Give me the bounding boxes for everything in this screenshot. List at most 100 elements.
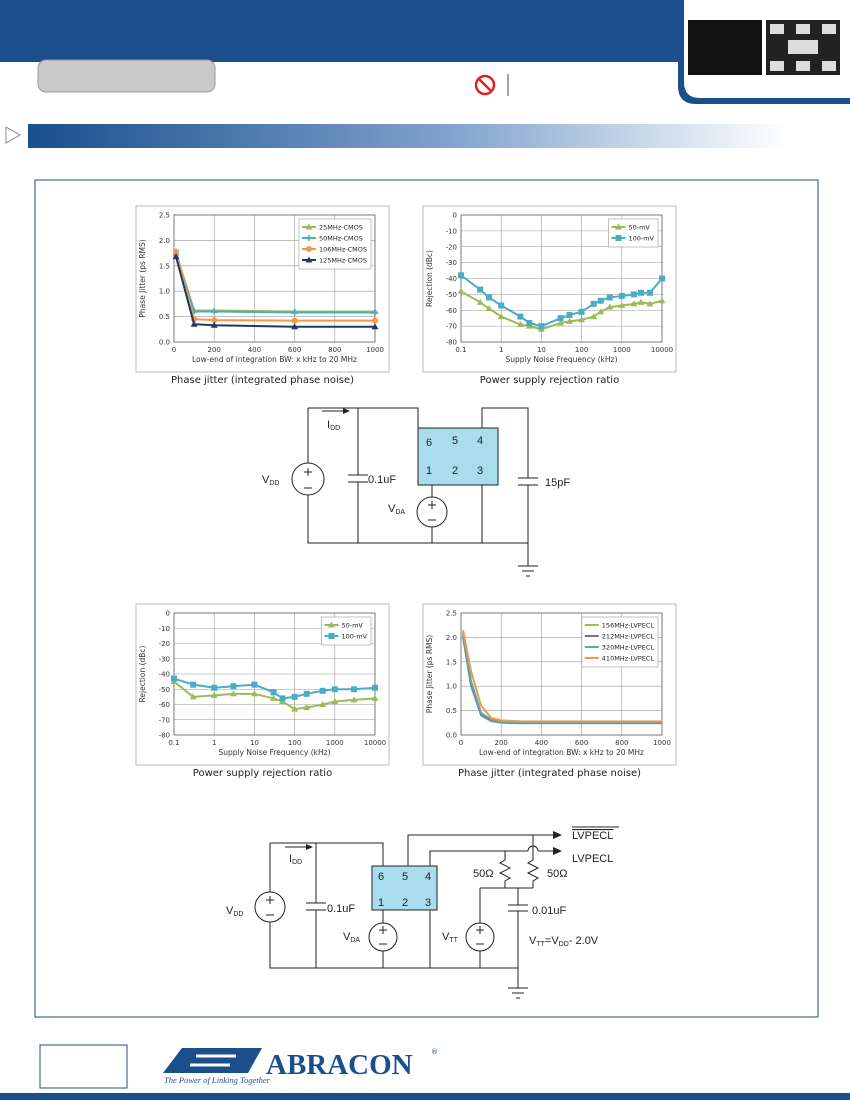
y-tick-label: -20 (159, 640, 170, 648)
vdd-label: VDD (226, 905, 243, 918)
legend-box (608, 218, 659, 248)
marker (646, 300, 654, 307)
y-tick-label: -30 (159, 655, 170, 663)
marker (372, 684, 378, 691)
marker (646, 289, 653, 296)
y-tick-label: -60 (446, 307, 457, 315)
marker (658, 297, 666, 304)
cap-label: 15pF (545, 477, 570, 489)
legend: 156MHz-LVPECL 212MHz-LVPECL 320MHz-LVPECL 4… (581, 616, 659, 668)
pin-label: 4 (477, 435, 483, 447)
marker (565, 317, 573, 324)
chart-caption: Power supply rejection ratio (193, 768, 332, 779)
y-tick-label: 0.5 (159, 313, 170, 321)
x-tick-label: 0 (459, 739, 463, 747)
y-tick-label: -70 (446, 323, 457, 331)
label-sub: DA (395, 509, 405, 516)
plot-frame (173, 214, 376, 343)
y-tick-label: 1.5 (446, 658, 457, 666)
legend-label: 25MHz-CMOS (319, 224, 363, 232)
x-tick-label: 0.1 (455, 346, 466, 354)
marker (578, 316, 586, 323)
marker (303, 704, 311, 711)
chart: 0 -10 -20 -30 -40 -50 -60 -70 -800.1 1 10 100 1000 10… (422, 205, 677, 386)
marker (637, 298, 645, 305)
x-tick-label: 10 (250, 739, 259, 747)
x-axis-label: Supply Noise Frequency (kHz) (218, 748, 330, 757)
pin-label: 2 (402, 897, 408, 909)
marker (189, 693, 197, 700)
marker (498, 302, 505, 309)
marker (372, 317, 378, 324)
formula-part: - 2.0V (569, 935, 599, 947)
tagline: The Power of Linking Together (164, 1075, 271, 1085)
marker (497, 313, 505, 320)
marker (606, 303, 614, 310)
chart-caption: Phase jitter (integrated phase noise) (458, 768, 641, 779)
marker (578, 308, 585, 315)
marker (659, 275, 665, 282)
pin-label: 3 (477, 465, 483, 477)
label-sub: TT (449, 937, 458, 944)
chart-caption: Power supply rejection ratio (480, 375, 619, 386)
x-tick-label: 200 (208, 346, 221, 354)
marker (597, 308, 605, 315)
label-sub: DD (233, 911, 243, 918)
marker (305, 256, 313, 263)
marker (210, 691, 218, 698)
y-tick-label: -70 (159, 716, 170, 724)
marker (270, 694, 278, 701)
label-sub: DD (292, 859, 302, 866)
legend-box (321, 616, 372, 646)
marker (458, 272, 464, 279)
x-tick-label: 1 (212, 739, 216, 747)
product-pads (770, 24, 836, 71)
marker (211, 308, 218, 315)
logo-text: ABRACON (266, 1049, 413, 1081)
y-axis-label: Rejection (dBc) (138, 645, 147, 702)
y-tick-label: 2.5 (159, 212, 170, 220)
marker (210, 321, 218, 328)
marker (172, 253, 180, 260)
x-tick-label: 800 (615, 739, 628, 747)
x-tick-label: 0.1 (168, 739, 179, 747)
current-label: IDD (289, 853, 302, 866)
y-tick-label: 1.0 (159, 288, 170, 296)
x-tick-label: 10000 (651, 346, 673, 354)
pin-label: 6 (426, 437, 432, 449)
formula-part: =V (545, 935, 559, 947)
marker (618, 292, 625, 299)
marker (557, 319, 565, 326)
pin-label: 1 (378, 897, 384, 909)
legend-label: 212MHz-LVPECL (602, 633, 655, 641)
marker (371, 323, 379, 330)
y-tick-label: 0.0 (446, 732, 457, 740)
label-main: V (442, 931, 450, 943)
section-arrow (5, 126, 22, 144)
label-sub: DD (269, 480, 279, 487)
label-main: V (262, 474, 270, 486)
marker (303, 690, 310, 697)
circuit-2: IDD VDD VDA VTT VTT=VDD- 2.0V 0.1uF 0.01… (226, 826, 619, 999)
formula-sub: TT (536, 941, 545, 948)
x-tick-label: 800 (328, 346, 341, 354)
legend-label: 50-mV (341, 622, 363, 630)
marker (190, 320, 198, 327)
vda-label: VDA (388, 503, 405, 516)
marker (171, 675, 177, 682)
x-tick-label: 100 (288, 739, 301, 747)
y-tick-label: -50 (159, 686, 170, 694)
x-tick-label: 1000 (366, 346, 384, 354)
x-tick-label: 0 (172, 346, 176, 354)
chart: 0.0 0.5 1.0 1.5 2.0 2.5 0 200 400 600 800 1000 Low-e… (135, 205, 390, 386)
marker (371, 694, 379, 701)
marker (331, 686, 338, 693)
cap-label: 0.1uF (368, 474, 396, 486)
marker (457, 287, 465, 294)
marker (291, 693, 298, 700)
y-tick-label: -20 (446, 243, 457, 251)
y-tick-label: 0.0 (159, 339, 170, 347)
marker (590, 313, 598, 320)
x-tick-label: 600 (575, 739, 588, 747)
